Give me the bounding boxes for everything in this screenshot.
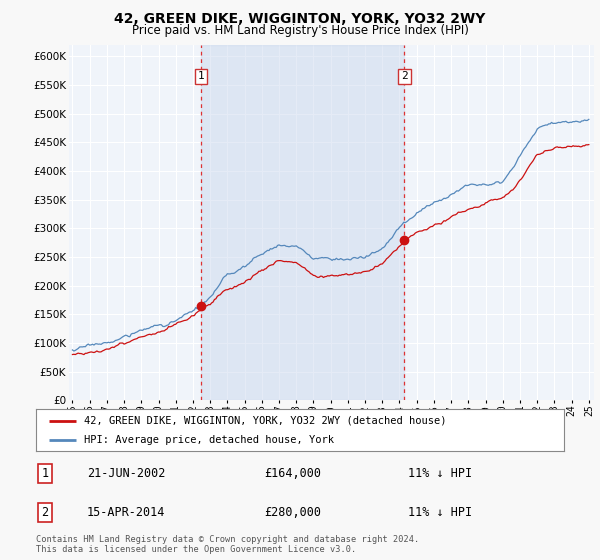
Text: 1: 1 — [41, 466, 49, 480]
Text: 11% ↓ HPI: 11% ↓ HPI — [408, 466, 472, 480]
Text: 42, GREEN DIKE, WIGGINTON, YORK, YO32 2WY (detached house): 42, GREEN DIKE, WIGGINTON, YORK, YO32 2W… — [83, 416, 446, 426]
Text: HPI: Average price, detached house, York: HPI: Average price, detached house, York — [83, 435, 334, 445]
Text: 2: 2 — [41, 506, 49, 519]
Text: 21-JUN-2002: 21-JUN-2002 — [87, 466, 166, 480]
Text: £164,000: £164,000 — [264, 466, 321, 480]
Text: 2: 2 — [401, 71, 408, 81]
Text: Contains HM Land Registry data © Crown copyright and database right 2024.
This d: Contains HM Land Registry data © Crown c… — [36, 535, 419, 554]
Text: 42, GREEN DIKE, WIGGINTON, YORK, YO32 2WY: 42, GREEN DIKE, WIGGINTON, YORK, YO32 2W… — [115, 12, 485, 26]
Text: 11% ↓ HPI: 11% ↓ HPI — [408, 506, 472, 519]
Text: £280,000: £280,000 — [264, 506, 321, 519]
Text: 1: 1 — [197, 71, 205, 81]
Bar — [201, 45, 404, 400]
Text: Price paid vs. HM Land Registry's House Price Index (HPI): Price paid vs. HM Land Registry's House … — [131, 24, 469, 36]
Text: 15-APR-2014: 15-APR-2014 — [87, 506, 166, 519]
